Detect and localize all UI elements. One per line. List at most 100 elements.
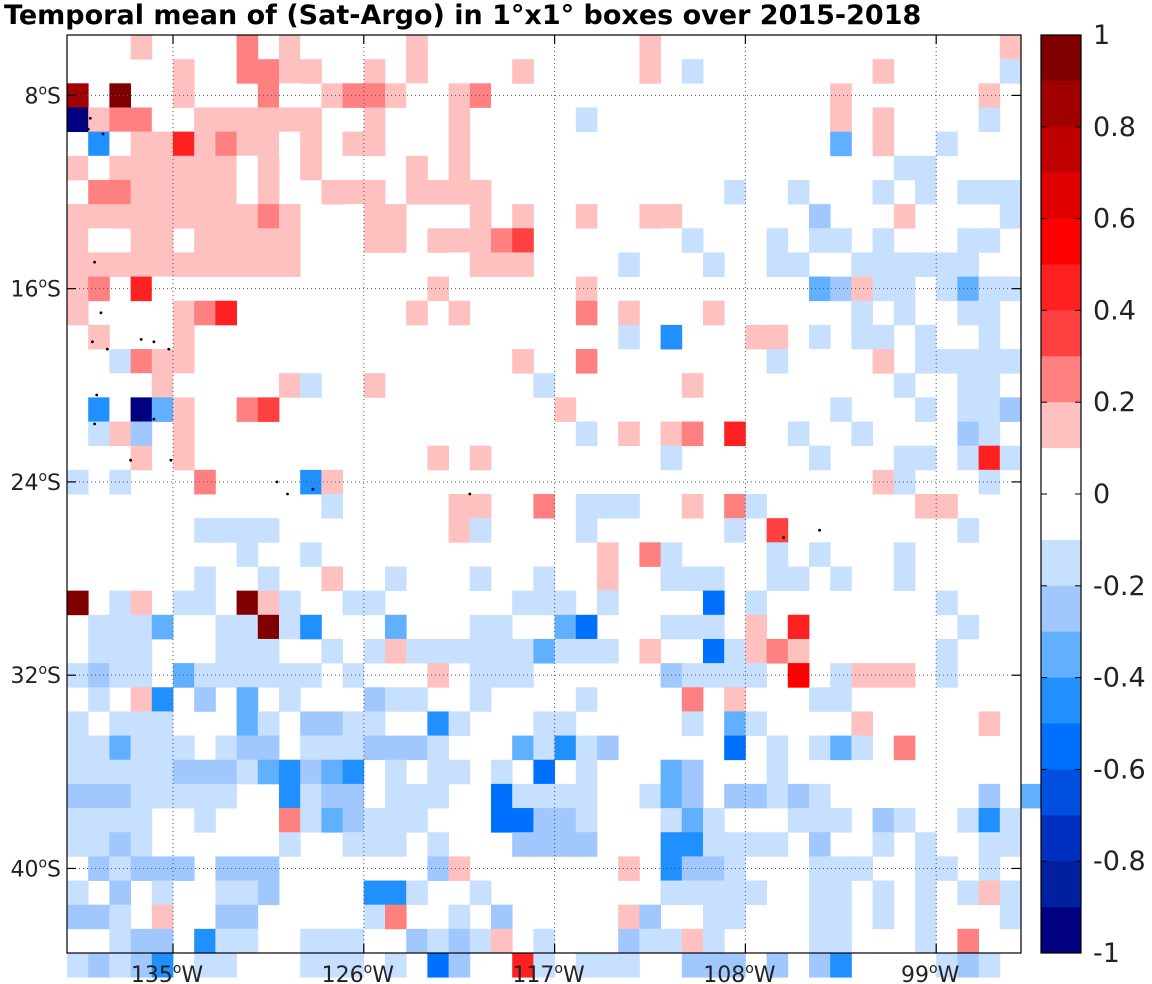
- heatmap-cell: [469, 928, 492, 954]
- heatmap-cell: [300, 155, 322, 181]
- heatmap-cell: [300, 735, 322, 761]
- colorbar-segment: [1041, 723, 1081, 770]
- heatmap-cell: [766, 252, 789, 277]
- heatmap-cell: [978, 349, 1001, 374]
- heatmap-cell: [915, 107, 937, 133]
- heatmap-cell: [893, 252, 916, 277]
- heatmap-cell: [109, 252, 131, 277]
- heatmap-cell: [978, 880, 1001, 906]
- heatmap-cell: [342, 663, 365, 688]
- island-dot: [129, 458, 133, 462]
- heatmap-cell: [300, 808, 322, 833]
- colorbar-segment: [1041, 80, 1081, 128]
- heatmap-cell: [151, 928, 174, 954]
- heatmap-cell: [279, 131, 301, 157]
- heatmap-cell: [766, 83, 789, 108]
- colorbar-segment: [1041, 448, 1081, 495]
- heatmap-cell: [151, 687, 174, 712]
- heatmap-cell: [109, 373, 131, 398]
- heatmap-cell: [724, 421, 746, 447]
- heatmap-cell: [703, 880, 725, 906]
- y-tick-label: 32oS: [10, 662, 61, 689]
- heatmap-cell: [809, 687, 831, 712]
- heatmap-cell: [999, 397, 1022, 422]
- heatmap-cell: [469, 445, 492, 471]
- heatmap-cell: [681, 711, 704, 736]
- heatmap-cell: [766, 324, 789, 350]
- heatmap-cell: [957, 445, 979, 471]
- heatmap-cell: [385, 904, 407, 930]
- heatmap-cell: [809, 735, 831, 761]
- heatmap-cell: [130, 832, 153, 857]
- heatmap-cell: [639, 204, 661, 229]
- heatmap-cell: [491, 808, 513, 833]
- heatmap-cell: [639, 59, 661, 84]
- heatmap-cell: [385, 953, 407, 978]
- heatmap-cell: [469, 614, 492, 640]
- heatmap-cell: [236, 397, 259, 422]
- heatmap-cell: [872, 349, 895, 374]
- heatmap-cell: [427, 179, 449, 205]
- heatmap-cell: [406, 59, 428, 84]
- heatmap-cell: [469, 204, 492, 229]
- heatmap-cell: [448, 904, 471, 930]
- heatmap-cell: [321, 783, 343, 809]
- heatmap-cell: [406, 735, 428, 761]
- heatmap-cell: [88, 832, 110, 857]
- heatmap-cell: [915, 155, 937, 181]
- heatmap-cell: [915, 349, 937, 374]
- heatmap-cell: [469, 638, 492, 664]
- heatmap-cell: [893, 808, 916, 833]
- heatmap-cell: [618, 300, 640, 326]
- heatmap-cell: [109, 663, 131, 688]
- heatmap-cell: [745, 324, 767, 350]
- island-dot: [818, 528, 821, 532]
- heatmap-cell: [130, 711, 153, 736]
- heatmap-cell: [194, 252, 216, 277]
- heatmap-cell: [660, 324, 683, 350]
- heatmap-cell: [385, 228, 407, 253]
- heatmap-cell: [279, 783, 301, 809]
- colorbar-segment: [1041, 907, 1081, 954]
- heatmap-cell: [88, 228, 110, 253]
- heatmap-cell: [342, 783, 365, 809]
- heatmap-cell: [151, 276, 174, 302]
- heatmap-cell: [194, 759, 216, 785]
- island-dot: [93, 260, 96, 264]
- heatmap-cell: [533, 808, 555, 833]
- heatmap-cell: [194, 808, 216, 833]
- heatmap-cell: [130, 953, 153, 978]
- heatmap-cell: [766, 759, 789, 785]
- heatmap-cell: [809, 107, 831, 133]
- heatmap-cell: [469, 494, 492, 519]
- heatmap-cell: [385, 880, 407, 906]
- colorbar-tick-label: 0: [1093, 479, 1110, 510]
- heatmap-cell: [194, 783, 216, 809]
- heatmap-cell: [491, 663, 513, 688]
- heatmap-cell: [215, 638, 237, 664]
- heatmap-cell: [406, 783, 428, 809]
- island-dot: [95, 393, 99, 397]
- heatmap-cell: [151, 131, 174, 157]
- heatmap-cell: [109, 590, 131, 616]
- heatmap-cell: [88, 252, 110, 277]
- heatmap-cell: [915, 880, 937, 906]
- heatmap-cell: [575, 808, 598, 833]
- heatmap-cell: [109, 83, 131, 108]
- heatmap-cell: [236, 904, 259, 930]
- heatmap-cell: [491, 228, 513, 253]
- island-dot: [93, 422, 96, 426]
- x-tick-label: 126oW: [322, 961, 395, 984]
- heatmap-cell: [681, 687, 704, 712]
- heatmap-cell: [660, 228, 683, 253]
- heatmap-cell: [999, 808, 1022, 833]
- heatmap-cell: [681, 373, 704, 398]
- heatmap-cell: [703, 928, 725, 954]
- colorbar-segment: [1041, 356, 1081, 403]
- heatmap-cell: [809, 808, 831, 833]
- heatmap-cell: [130, 421, 153, 447]
- heatmap-cell: [67, 228, 89, 253]
- heatmap-cell: [88, 808, 110, 833]
- heatmap-cell: [215, 856, 237, 881]
- heatmap-cell: [385, 566, 407, 592]
